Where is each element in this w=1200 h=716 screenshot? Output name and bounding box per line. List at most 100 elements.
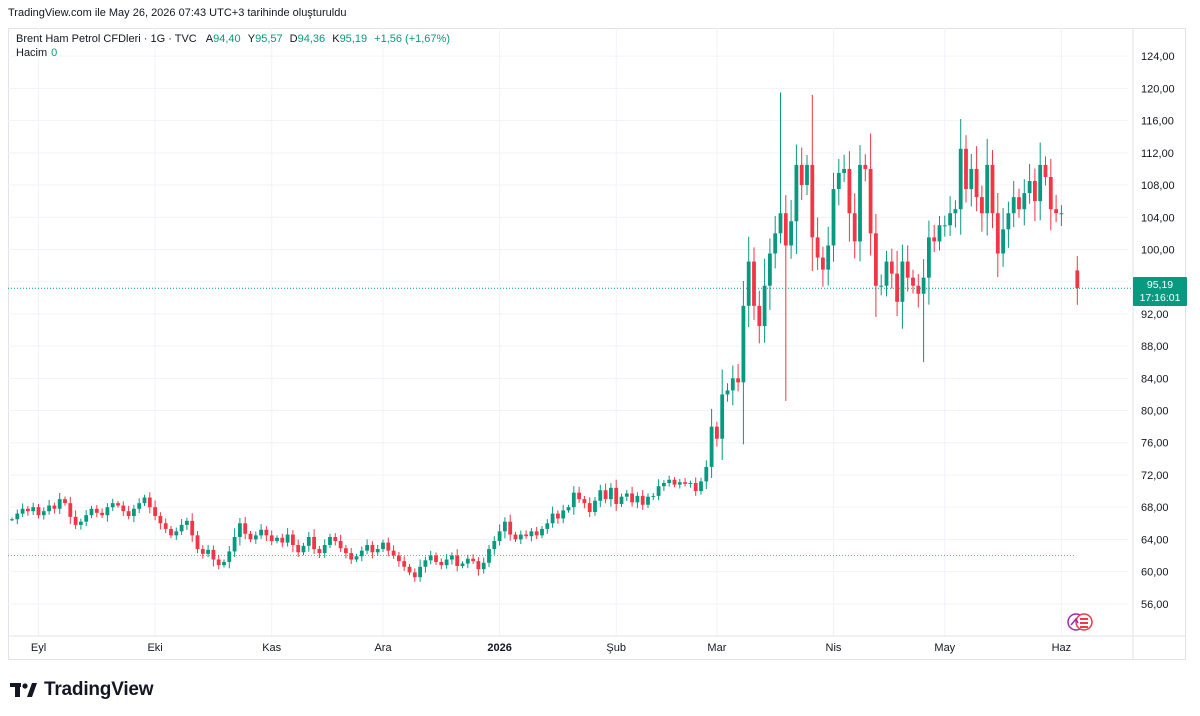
- candle: [868, 133, 873, 256]
- candle: [301, 542, 306, 556]
- candle-body: [391, 550, 396, 556]
- candle: [556, 510, 560, 524]
- y-tick-label: 80,00: [1141, 406, 1169, 418]
- y-tick-label: 108,00: [1141, 180, 1175, 192]
- candle-body: [715, 426, 719, 439]
- candle: [927, 220, 931, 305]
- candle: [524, 530, 528, 539]
- candle-body: [200, 549, 205, 554]
- candle-body: [778, 213, 783, 234]
- candle: [216, 554, 221, 570]
- candle-body: [624, 493, 629, 497]
- candle-body: [789, 221, 793, 246]
- x-tick-label: Şub: [606, 642, 626, 654]
- candle: [471, 554, 475, 564]
- candle-body: [757, 305, 762, 326]
- candle: [974, 146, 979, 212]
- candle-body: [556, 513, 560, 519]
- candle: [900, 244, 905, 329]
- candle: [863, 154, 868, 182]
- candle-body: [63, 499, 67, 504]
- symbol-title[interactable]: Brent Ham Petrol CFDleri · 1G · TVC: [16, 33, 197, 45]
- candle-body: [36, 507, 41, 516]
- candle: [540, 525, 544, 539]
- candle: [831, 172, 836, 262]
- candle-body: [990, 164, 995, 214]
- candle-body: [84, 515, 89, 522]
- candle: [169, 525, 173, 539]
- candle: [232, 528, 237, 557]
- candle: [1011, 180, 1016, 228]
- candle-body: [905, 261, 910, 278]
- volume-label[interactable]: Hacim: [16, 47, 48, 59]
- close-label: K: [332, 33, 340, 45]
- candle: [677, 478, 682, 489]
- y-tick-label: 104,00: [1141, 212, 1175, 224]
- candle-body: [752, 261, 756, 306]
- tradingview-logo[interactable]: TradingView: [10, 679, 154, 701]
- candle-body: [211, 549, 216, 560]
- candle-body: [768, 253, 772, 286]
- candle-body: [216, 559, 221, 566]
- open-label: A: [205, 33, 214, 45]
- candle: [253, 531, 258, 544]
- candle-body: [566, 507, 571, 511]
- last-price-badge: 95,19 17:16:01: [1133, 277, 1187, 306]
- candle-body: [863, 164, 868, 169]
- y-tick-label: 88,00: [1141, 341, 1169, 353]
- reference-lines: [8, 287, 1133, 556]
- candle-body: [683, 482, 687, 484]
- candle-body: [699, 481, 703, 492]
- ohlc-row: Brent Ham Petrol CFDleri · 1G · TVC A94,…: [16, 32, 450, 46]
- candle-body: [852, 213, 857, 242]
- candle-body: [635, 495, 640, 503]
- candle-body: [94, 508, 99, 513]
- y-tick-label: 112,00: [1141, 148, 1174, 160]
- candle-body: [227, 551, 232, 562]
- candle: [715, 421, 719, 447]
- x-tick-label: Kas: [262, 642, 281, 654]
- candle-body: [1033, 181, 1037, 202]
- candle-body: [741, 305, 746, 383]
- candle: [110, 498, 115, 511]
- candle-body: [662, 483, 666, 487]
- candle-body: [26, 508, 30, 512]
- y-tick-label: 64,00: [1141, 534, 1169, 546]
- candle-body: [598, 490, 603, 501]
- candle: [942, 215, 947, 237]
- candle-body: [455, 555, 460, 566]
- candle-body: [492, 540, 497, 550]
- candle: [264, 526, 269, 541]
- candle-body: [179, 524, 184, 532]
- candle-body: [333, 536, 338, 541]
- candle-body: [858, 164, 862, 242]
- candle: [280, 533, 285, 548]
- brand-name: TradingView: [44, 679, 154, 700]
- candle: [179, 519, 184, 536]
- candle-body: [805, 164, 809, 186]
- candle-body: [349, 553, 354, 560]
- candle-body: [20, 508, 25, 514]
- y-tick-label: 100,00: [1141, 244, 1175, 256]
- candle: [683, 478, 687, 487]
- candle-body: [471, 558, 475, 562]
- candle: [1033, 168, 1037, 222]
- candle: [450, 552, 454, 565]
- candle: [338, 534, 343, 553]
- candle: [36, 503, 41, 519]
- flag-icon[interactable]: [1066, 612, 1094, 632]
- candle-body: [497, 531, 502, 541]
- candle: [375, 544, 380, 556]
- candle: [89, 505, 94, 519]
- candle: [132, 504, 136, 523]
- candle: [397, 551, 401, 567]
- low-label: D: [289, 33, 298, 45]
- candle-body: [964, 148, 968, 190]
- candle: [508, 514, 513, 541]
- time-axis: Eyl Eki Kas Ara 2026 Şub Mar Nis May Haz: [8, 635, 1186, 654]
- tradingview-logo-icon: [10, 683, 37, 697]
- candle-body: [847, 168, 852, 214]
- chart-legend: Brent Ham Petrol CFDleri · 1G · TVC A94,…: [16, 32, 450, 60]
- candle: [26, 505, 30, 516]
